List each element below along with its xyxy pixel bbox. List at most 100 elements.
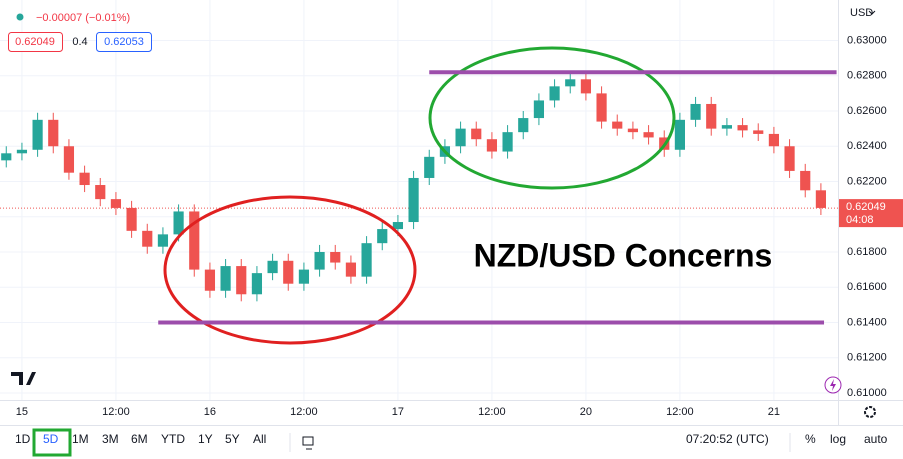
range-button[interactable]: 1Y <box>198 432 213 446</box>
percent-toggle[interactable]: % <box>805 432 816 446</box>
range-button[interactable]: 3M <box>102 432 119 446</box>
candle-body <box>408 177 419 223</box>
clock[interactable]: 07:20:52 (UTC) <box>686 432 769 446</box>
countdown: 04:08 <box>846 214 874 226</box>
candle-body <box>533 100 545 119</box>
candle-body <box>220 266 231 291</box>
y-tick-label: 0.61800 <box>847 246 887 258</box>
candle-body <box>32 119 43 150</box>
range-button[interactable]: 1D <box>15 432 31 446</box>
candle-body <box>800 170 811 191</box>
candle-body <box>565 79 576 87</box>
x-tick-label: 16 <box>204 406 216 418</box>
candles <box>1 72 826 302</box>
range-button[interactable]: 6M <box>131 432 148 446</box>
compare-icon[interactable] <box>302 436 314 450</box>
x-tick-label: 21 <box>768 406 780 418</box>
last-price-tag <box>839 199 903 228</box>
candle-body <box>63 146 75 173</box>
candle-body <box>471 128 482 140</box>
candle-body <box>627 128 638 133</box>
range-button[interactable]: YTD <box>161 432 185 446</box>
candle-body <box>110 199 122 208</box>
y-tick-label: 0.61400 <box>847 316 887 328</box>
candle-body <box>16 149 28 154</box>
candle-body <box>596 93 607 122</box>
candle-body <box>753 130 764 134</box>
candle-body <box>768 133 779 147</box>
y-tick-label: 0.61200 <box>847 352 887 364</box>
y-tick-label: 0.63000 <box>847 34 887 46</box>
candle-body <box>236 266 247 295</box>
candle-body <box>204 269 216 291</box>
y-tick-label: 0.62400 <box>847 140 887 152</box>
candle-body <box>48 119 59 147</box>
candle-body <box>424 156 435 178</box>
candle-body <box>612 121 623 129</box>
bid-box[interactable] <box>8 32 63 52</box>
toolbar-border <box>0 425 903 426</box>
candle-body <box>486 139 498 152</box>
candle-body <box>330 251 341 263</box>
ask[interactable]: 0.62053 <box>104 36 144 48</box>
candle-body <box>189 211 200 270</box>
y-tick-label: 0.62200 <box>847 175 887 187</box>
x-tick-label: 12:00 <box>102 406 130 418</box>
range-ellipse <box>163 195 417 345</box>
candle-body <box>283 260 294 284</box>
dropdown-icon[interactable] <box>868 10 876 15</box>
range-button[interactable]: 5D <box>43 432 59 446</box>
candle-body <box>580 79 592 94</box>
log-toggle[interactable]: log <box>830 432 847 446</box>
candle-body <box>721 125 732 129</box>
x-tick-label: 20 <box>580 406 592 418</box>
bid[interactable]: 0.62049 <box>15 36 55 48</box>
spread: 0.4 <box>72 36 87 48</box>
ask-box[interactable] <box>96 32 152 52</box>
candle-body <box>674 119 685 150</box>
logo <box>11 372 36 385</box>
x-tick-label: 17 <box>392 406 404 418</box>
candle-body <box>643 132 654 138</box>
selected-range <box>32 428 72 457</box>
candle-body <box>267 260 278 274</box>
candle-body <box>690 103 701 120</box>
candle-body <box>1 153 12 161</box>
candle-body <box>784 146 795 171</box>
candle-body <box>392 222 404 230</box>
candle-body <box>314 251 325 270</box>
candle-body <box>455 128 466 147</box>
x-tick-label: 12:00 <box>666 406 694 418</box>
currency[interactable]: USD <box>850 7 873 19</box>
range-button[interactable]: 1M <box>72 432 89 446</box>
y-tick-label: 0.61600 <box>847 281 887 293</box>
x-tick-label: 12:00 <box>478 406 506 418</box>
candle-body <box>251 273 263 295</box>
x-tick-label: 12:00 <box>290 406 318 418</box>
candle-body <box>142 230 153 247</box>
candle-body <box>502 132 513 152</box>
settings-icon[interactable] <box>864 406 876 418</box>
auto-toggle[interactable]: auto <box>864 432 888 446</box>
status-dot <box>16 13 24 21</box>
last-price-label: 0.62049 <box>846 201 886 213</box>
candle-body <box>518 118 529 133</box>
range-button[interactable]: All <box>253 432 267 446</box>
candle-body <box>298 269 310 284</box>
y-tick-label: 0.62800 <box>847 70 887 82</box>
candle-body <box>79 172 90 186</box>
y-tick-label: 0.62600 <box>847 105 887 117</box>
candle-body <box>377 229 388 244</box>
candle-body <box>361 243 372 277</box>
candle-body <box>126 207 137 231</box>
range-button[interactable]: 5Y <box>225 432 240 446</box>
candle-body <box>737 125 748 131</box>
candle-body <box>706 103 717 129</box>
annotation: NZD/USD Concerns <box>474 237 773 273</box>
alert-bolt <box>830 379 836 391</box>
x-tick-label: 15 <box>16 406 28 418</box>
candle-body <box>345 262 357 277</box>
y-tick-label: 0.61000 <box>847 387 887 399</box>
